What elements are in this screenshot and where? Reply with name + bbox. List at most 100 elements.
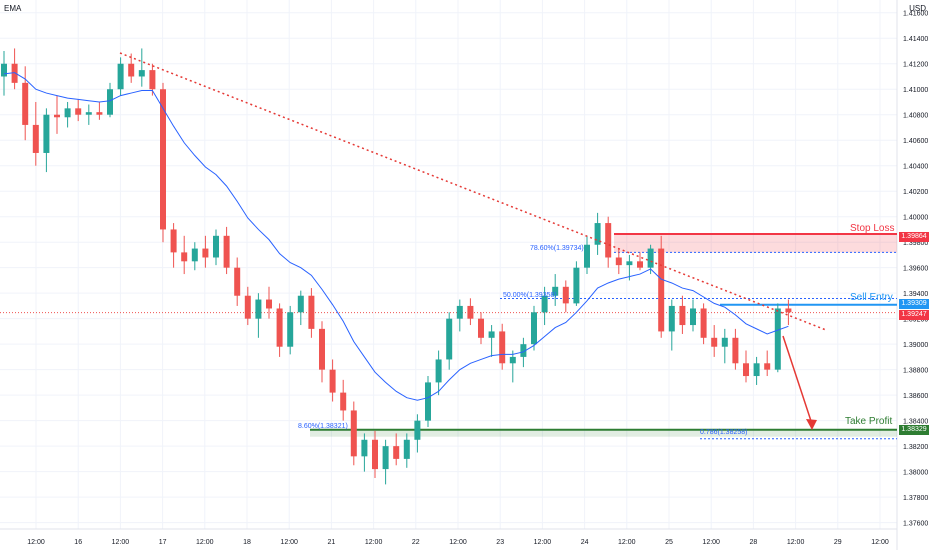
x-tick-label: 29 (834, 539, 842, 546)
candle-body (626, 261, 633, 266)
y-tick-label: 1.39200 (903, 317, 928, 324)
currency-label: USD (909, 4, 926, 13)
y-tick-label: 1.40000 (903, 215, 928, 222)
y-tick-label: 1.37800 (903, 495, 928, 502)
trade-zones (310, 234, 897, 437)
candle-body (732, 337, 739, 364)
take-profit-zone (310, 429, 897, 437)
stop-loss-price-badge: 1.39864 (899, 232, 929, 242)
candle-body (467, 305, 474, 319)
candle-body (478, 318, 484, 338)
candle-body (244, 295, 251, 319)
x-tick-label: 12:00 (365, 539, 383, 546)
y-tick-label: 1.40600 (903, 138, 928, 145)
stop-loss-zone (614, 234, 897, 253)
fib-618-label: 8.60%(1.38321) (298, 423, 348, 430)
candle-body (647, 248, 654, 268)
candle-body (160, 89, 166, 230)
y-tick-label: 1.41600 (903, 11, 928, 18)
y-tick-label: 1.38200 (903, 444, 928, 451)
x-tick-label: 25 (665, 539, 673, 546)
x-tick-label: 24 (581, 539, 589, 546)
time-axis[interactable]: 12:00 16 12:00 17 12:00 18 12:00 21 12:00 22 12:00… (27, 539, 889, 546)
candle-body (372, 439, 378, 470)
y-tick-label: 1.38600 (903, 393, 928, 400)
x-tick-label: 18 (243, 539, 251, 546)
y-tick-label: 1.39600 (903, 266, 928, 273)
candle-body (605, 223, 612, 258)
x-tick-label: 12:00 (27, 539, 45, 546)
candle-body (690, 308, 696, 326)
candle-body (520, 344, 527, 357)
candle-body (149, 70, 156, 90)
candle-body (266, 299, 272, 309)
candle-body (319, 328, 325, 370)
candle-body (393, 446, 400, 459)
candle-body (213, 235, 219, 258)
y-tick-label: 1.41000 (903, 87, 928, 94)
y-tick-label: 1.41200 (903, 62, 928, 69)
candle-body (414, 420, 421, 440)
candle-body (753, 363, 760, 377)
candle-body (615, 257, 622, 266)
candles (1, 48, 792, 485)
candle-body (191, 248, 198, 262)
projection-arrow (782, 335, 813, 425)
candle-body (11, 63, 18, 83)
x-tick-label: 12:00 (787, 539, 805, 546)
candle-body (721, 337, 728, 347)
candle-body (774, 308, 781, 370)
y-tick-label: 1.38800 (903, 368, 928, 375)
candle-body (488, 331, 495, 338)
candle-body (711, 337, 718, 347)
candle-body (308, 295, 315, 329)
candle-body (403, 439, 410, 459)
candle-body (1, 63, 7, 77)
candle-body (255, 299, 262, 319)
candle-body (785, 308, 792, 313)
fib-786-label: 78.60%(1.39734) (530, 245, 584, 252)
candle-body (509, 356, 516, 364)
y-tick-label: 1.40400 (903, 164, 928, 171)
candle-body (382, 446, 389, 470)
projection-arrowhead (806, 419, 817, 430)
current-price-badge: 1.39247 (899, 310, 929, 320)
candle-body (562, 286, 569, 304)
fib-786b-label: 0.786(1.38258) (700, 429, 748, 436)
x-tick-label: 12:00 (112, 539, 130, 546)
candle-body (743, 363, 749, 377)
candle-body (287, 312, 294, 347)
candle-body (552, 286, 559, 296)
take-profit-label: Take Profit (845, 416, 893, 427)
price-axis[interactable]: 1.41600 1.41400 1.41200 1.41000 1.40800 1.406… (903, 11, 928, 528)
stop-loss-label: Stop Loss (850, 223, 895, 234)
y-tick-label: 1.39000 (903, 342, 928, 349)
candle-body (435, 359, 442, 383)
candle-body (679, 305, 686, 326)
candle-body (541, 295, 548, 313)
candle-body (499, 331, 506, 364)
candle-body (223, 235, 230, 268)
y-tick-label: 1.39800 (903, 240, 928, 247)
ema-line (3, 72, 789, 401)
x-tick-label: 28 (750, 539, 758, 546)
x-tick-label: 16 (74, 539, 82, 546)
candle-body (96, 112, 103, 115)
sell-entry-price-badge: 1.39309 (899, 299, 929, 309)
candle-body (340, 392, 347, 411)
candle-body (107, 89, 113, 115)
y-tick-label: 1.38000 (903, 470, 928, 477)
x-tick-label: 12:00 (534, 539, 552, 546)
ema-layer (3, 72, 789, 401)
y-tick-label: 1.40200 (903, 189, 928, 196)
x-tick-label: 12:00 (280, 539, 298, 546)
candle-body (425, 382, 431, 421)
indicator-label[interactable]: EMA (4, 4, 22, 13)
candle-body (329, 369, 336, 393)
candle-body (54, 114, 60, 118)
candle-body (446, 318, 453, 360)
candle-body (64, 108, 71, 118)
x-tick-label: 12:00 (196, 539, 214, 546)
